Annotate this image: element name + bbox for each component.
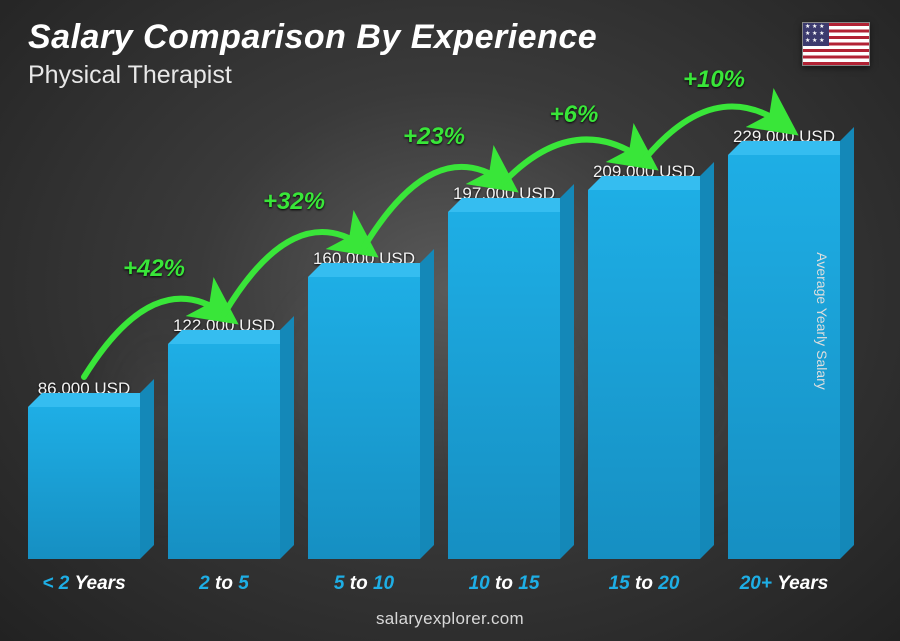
page-subtitle: Physical Therapist: [28, 61, 872, 90]
footer-site: salaryexplorer.com: [0, 609, 900, 629]
bar: [28, 407, 140, 559]
bar-slot: 197,000 USD: [448, 184, 560, 559]
category-label: 2 to 5: [168, 573, 280, 595]
bar-slot: 86,000 USD: [28, 379, 140, 559]
category-label: < 2 Years: [28, 573, 140, 595]
bar: [448, 212, 560, 559]
category-label: 20+ Years: [728, 573, 840, 595]
us-flag-icon: [802, 22, 870, 66]
bar-slot: 160,000 USD: [308, 249, 420, 559]
page-title: Salary Comparison By Experience: [28, 18, 872, 57]
bar-slot: 209,000 USD: [588, 162, 700, 559]
salary-bar-chart: 86,000 USD122,000 USD160,000 USD197,000 …: [28, 120, 840, 559]
header: Salary Comparison By Experience Physical…: [28, 18, 872, 90]
category-label: 5 to 10: [308, 573, 420, 595]
bar: [588, 190, 700, 559]
category-label: 10 to 15: [448, 573, 560, 595]
bar: [168, 344, 280, 559]
bar: [308, 277, 420, 559]
category-label: 15 to 20: [588, 573, 700, 595]
bar-slot: 122,000 USD: [168, 316, 280, 559]
category-axis: < 2 Years 2 to 5 5 to 10 10 to 15 15 to 20 20…: [28, 573, 840, 595]
y-axis-label: Average Yearly Salary: [813, 252, 829, 390]
